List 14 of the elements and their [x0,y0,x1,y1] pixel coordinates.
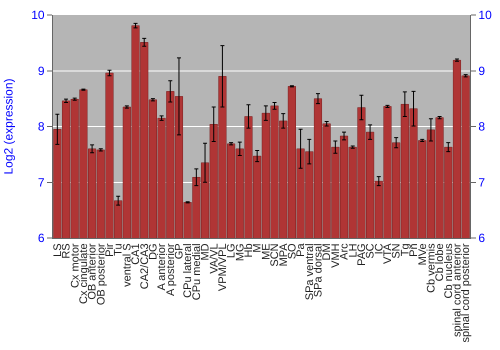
x-tick-label: OB posterior [95,243,108,306]
y-axis-title: Log2 (expression) [2,78,16,175]
y2-tick-label: 9 [478,64,486,78]
y2-tick-label: 7 [478,175,486,190]
y2-tick-label: 10 [478,8,492,22]
y-tick-label: 8 [38,120,45,134]
y-tick-label: 6 [38,231,45,246]
y-tick-label: 7 [38,175,45,190]
y2-tick-label: 8 [478,120,486,134]
y2-tick-label: 6 [478,231,486,246]
x-tick-label: A posterior [164,243,177,296]
y-tick-label: 10 [31,8,45,22]
x-tick-label: Tg [399,243,412,256]
y-tick-label: 9 [38,64,45,78]
